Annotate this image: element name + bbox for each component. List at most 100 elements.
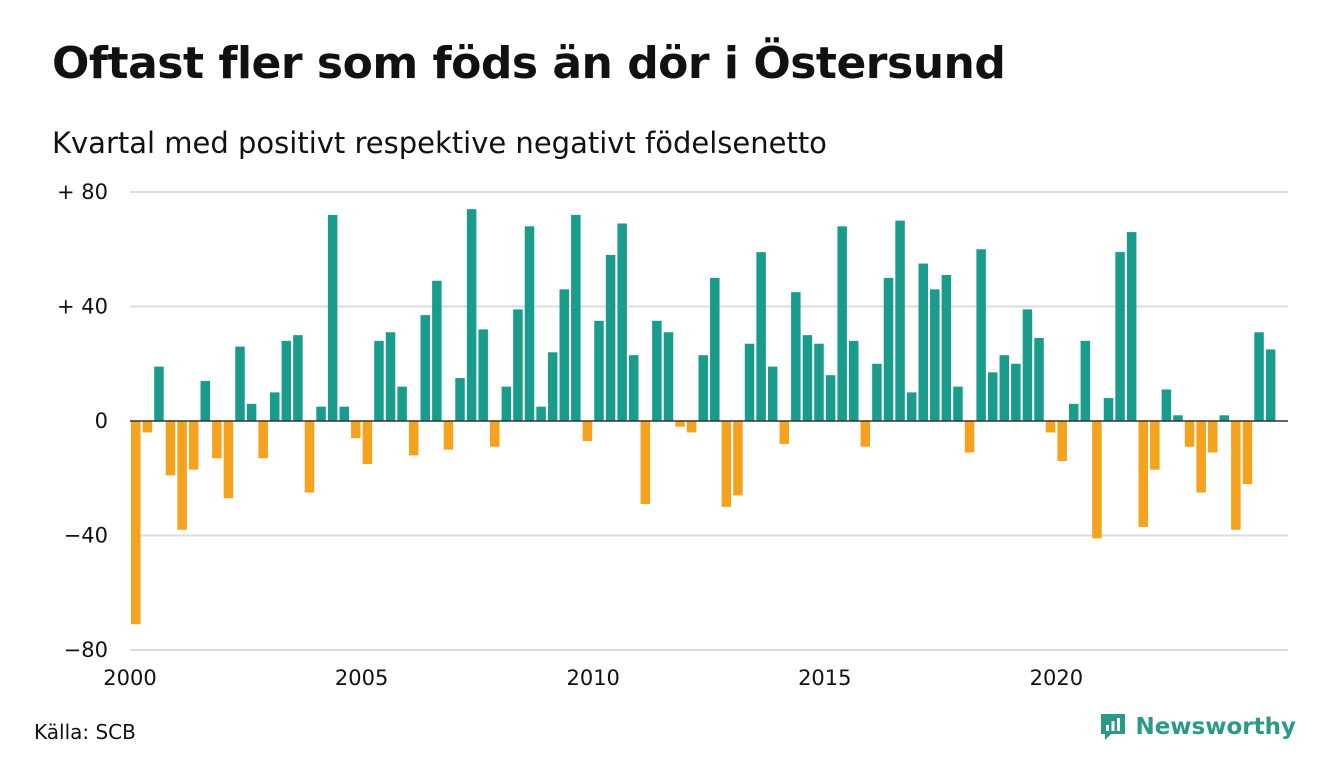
- bar-positive: [837, 226, 847, 421]
- bar-negative: [258, 421, 268, 459]
- newsworthy-logo-icon: [1101, 714, 1126, 740]
- bar-positive: [744, 343, 755, 421]
- bar-positive: [987, 372, 998, 421]
- bar-positive: [200, 380, 211, 421]
- y-axis-ticks: + 80 + 40 0 −40 −80: [57, 180, 108, 662]
- bar-positive: [941, 275, 952, 421]
- y-tick-label: 0: [95, 409, 108, 433]
- bar-negative: [362, 421, 373, 464]
- bar-negative: [721, 421, 732, 507]
- bar-negative: [582, 421, 593, 442]
- bar-positive: [652, 320, 662, 421]
- chart-subtitle: Kvartal med positivt respektive negativt…: [52, 126, 827, 160]
- bar-positive: [1022, 309, 1033, 421]
- bar-positive: [1173, 415, 1183, 421]
- bar-positive: [420, 315, 431, 421]
- bar-negative: [165, 421, 176, 476]
- bar-negative: [1196, 421, 1206, 493]
- x-tick-label: 2005: [335, 666, 388, 690]
- bar-positive: [617, 223, 627, 421]
- bar-negative: [686, 421, 697, 433]
- bar-positive: [316, 406, 326, 421]
- bar-negative: [131, 421, 141, 625]
- bar-positive: [547, 352, 558, 421]
- y-tick-label: −40: [64, 524, 108, 548]
- bar-positive: [1080, 340, 1091, 421]
- bar-negative: [1057, 421, 1067, 462]
- bar-positive: [825, 375, 836, 421]
- bar-positive: [432, 280, 442, 421]
- bar-positive: [756, 252, 766, 421]
- bar-positive: [906, 392, 917, 422]
- bar-negative: [1138, 421, 1148, 527]
- bar-positive: [594, 320, 604, 421]
- bar-negative: [860, 421, 871, 447]
- source-label: Källa: SCB: [34, 720, 136, 744]
- bar-positive: [293, 335, 303, 422]
- brand-logo[interactable]: Newsworthy: [1099, 712, 1296, 742]
- bar-positive: [385, 332, 396, 421]
- bar-positive: [791, 292, 801, 421]
- bar-negative: [304, 421, 315, 493]
- bar-positive: [1115, 252, 1125, 421]
- bar-positive: [976, 249, 986, 421]
- bar-positive: [1254, 332, 1264, 421]
- bar-negative: [408, 421, 419, 456]
- bar-positive: [536, 406, 546, 421]
- bar-positive: [339, 406, 349, 421]
- bar-negative: [188, 421, 199, 470]
- x-axis-ticks: 2000 2005 2010 2015 2020: [103, 666, 1083, 690]
- bar-positive: [849, 340, 859, 421]
- bar-positive: [767, 366, 778, 421]
- bar-negative: [1150, 421, 1160, 470]
- bar-positive: [953, 386, 963, 421]
- bar-positive: [814, 343, 824, 421]
- bar-positive: [478, 329, 488, 421]
- bar-positive: [605, 254, 616, 421]
- bar-negative: [640, 421, 651, 505]
- bar-positive: [235, 346, 245, 421]
- brand-name: Newsworthy: [1135, 714, 1296, 740]
- bar-positive: [559, 289, 569, 421]
- bar-positive: [628, 355, 639, 421]
- bar-positive: [883, 277, 894, 422]
- y-tick-label: + 80: [57, 180, 108, 204]
- bar-positive: [397, 386, 407, 421]
- bar-negative: [351, 421, 361, 439]
- bar-positive: [374, 340, 384, 421]
- bar-negative: [1092, 421, 1102, 539]
- x-tick-label: 2015: [798, 666, 851, 690]
- y-tick-label: + 40: [57, 295, 108, 319]
- bar-negative: [1231, 421, 1241, 530]
- bar-positive: [802, 335, 813, 422]
- bar-positive: [154, 366, 164, 421]
- bar-negative: [1207, 421, 1218, 453]
- bar-negative: [733, 421, 743, 496]
- x-tick-label: 2010: [566, 666, 619, 690]
- bar-positive: [1126, 232, 1137, 421]
- bar-positive: [1265, 349, 1276, 421]
- bar-positive: [663, 332, 674, 421]
- bar-positive: [246, 403, 257, 421]
- bar-positive: [1103, 398, 1114, 421]
- bar-positive: [513, 309, 523, 421]
- bar-negative: [177, 421, 187, 530]
- bar-positive: [710, 277, 720, 422]
- bar-negative: [1045, 421, 1056, 433]
- bar-negative: [1184, 421, 1195, 447]
- bar-positive: [1011, 363, 1021, 421]
- chart-title: Oftast fler som föds än dör i Östersund: [52, 38, 1006, 89]
- bar-negative: [1242, 421, 1253, 484]
- bar-positive: [872, 363, 882, 421]
- x-tick-label: 2000: [103, 666, 156, 690]
- bar-positive: [281, 340, 292, 421]
- bar-negative: [212, 421, 222, 459]
- bar-positive: [571, 214, 581, 421]
- bar-positive: [1219, 415, 1230, 421]
- y-tick-label: −80: [64, 638, 108, 662]
- bar-negative: [675, 421, 685, 427]
- bar-positive: [1034, 337, 1044, 421]
- bar-negative: [443, 421, 454, 450]
- bar-positive: [698, 355, 708, 421]
- bar-positive: [455, 378, 465, 421]
